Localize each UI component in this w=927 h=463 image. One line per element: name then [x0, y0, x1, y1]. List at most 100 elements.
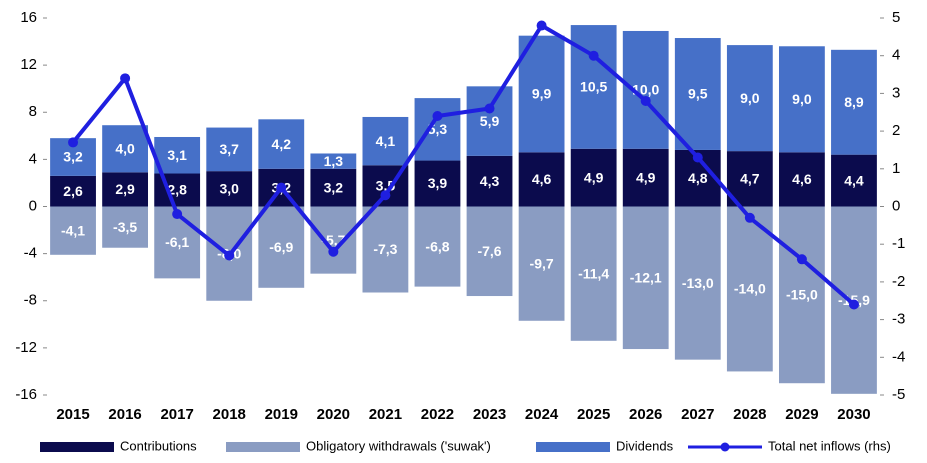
line — [71, 23, 856, 307]
bar — [831, 154, 877, 207]
bar — [778, 152, 825, 207]
y-tick-label: -16 — [15, 386, 37, 403]
x-tick-label: 2018 — [213, 406, 246, 423]
y2-tick-label: -1 — [892, 235, 905, 252]
x-tick-label: 2017 — [160, 406, 193, 423]
bar — [622, 206, 669, 350]
y2-tick-label: -4 — [892, 348, 905, 365]
legend-swatch — [226, 442, 300, 452]
data-label: 4,4 — [844, 172, 864, 188]
legend-label: Total net inflows (rhs) — [768, 438, 891, 453]
data-label: 4,9 — [584, 169, 604, 185]
data-label: 3,2 — [324, 179, 344, 195]
data-label: 3,1 — [167, 147, 187, 163]
legend-label: Obligatory withdrawals ('suwak') — [306, 438, 491, 453]
bar — [206, 171, 253, 207]
line-marker — [848, 299, 859, 310]
data-label: 3,0 — [219, 181, 239, 197]
y2-tick-label: -2 — [892, 273, 905, 290]
data-label: 10,5 — [580, 79, 607, 95]
data-label: 9,5 — [688, 86, 708, 102]
data-label: -7,6 — [477, 243, 501, 259]
x-tick-label: 2024 — [525, 406, 559, 423]
line-marker — [692, 152, 703, 163]
bar — [258, 206, 305, 288]
bar — [50, 175, 96, 207]
data-label: 2,8 — [167, 182, 187, 198]
data-label: 3,2 — [63, 149, 83, 165]
data-label: 4,9 — [636, 169, 656, 185]
bar — [102, 125, 149, 173]
y-tick-label: 0 — [29, 197, 37, 214]
data-label: -13,0 — [682, 275, 714, 291]
bar — [102, 172, 149, 207]
x-tick-label: 2027 — [681, 406, 714, 423]
legend-label: Contributions — [120, 438, 197, 453]
bar — [831, 49, 877, 155]
data-label: 4,2 — [272, 136, 292, 152]
y2-tick-label: 1 — [892, 160, 900, 177]
line-marker — [172, 209, 183, 220]
data-label: 4,3 — [480, 173, 500, 189]
data-label: 9,0 — [792, 91, 812, 107]
x-tick-label: 2015 — [56, 406, 89, 423]
line-marker — [328, 246, 339, 257]
line-marker — [640, 95, 651, 106]
data-label: 4,6 — [792, 171, 812, 187]
data-label: 5,9 — [480, 113, 500, 129]
y2-tick-label: 5 — [892, 9, 900, 26]
data-label: -11,4 — [578, 265, 609, 281]
y2-tick-label: -5 — [892, 386, 905, 403]
x-tick-label: 2023 — [473, 406, 506, 423]
y-tick-label: -4 — [24, 245, 37, 262]
bar — [778, 206, 825, 384]
line-marker — [796, 254, 807, 265]
data-label: 4,6 — [532, 171, 552, 187]
x-tick-label: 2029 — [785, 406, 818, 423]
bar — [674, 206, 721, 360]
data-label: -4,1 — [61, 222, 85, 238]
y-tick-label: 8 — [29, 103, 37, 120]
data-label: -7,3 — [373, 241, 397, 257]
data-label: 2,9 — [115, 181, 135, 197]
line-marker — [744, 212, 755, 223]
data-label: -3,5 — [113, 219, 137, 235]
bar — [518, 35, 565, 153]
data-label: -6,8 — [425, 238, 449, 254]
x-tick-label: 2019 — [265, 406, 298, 423]
x-tick-label: 2021 — [369, 406, 402, 423]
bar — [674, 38, 721, 150]
bar — [570, 148, 617, 207]
y-tick-label: -12 — [15, 339, 37, 356]
line-marker — [432, 111, 443, 122]
line-marker — [276, 182, 287, 193]
bar — [310, 206, 357, 274]
data-label: 4,1 — [376, 133, 396, 149]
data-label: -6,1 — [165, 234, 189, 250]
bar — [518, 152, 565, 207]
bar — [622, 148, 669, 207]
x-tick-label: 2025 — [577, 406, 610, 423]
line-marker — [536, 20, 547, 31]
bar — [362, 116, 409, 166]
data-label: 3,7 — [219, 141, 239, 157]
y2-tick-label: 2 — [892, 122, 900, 139]
x-tick-label: 2028 — [733, 406, 766, 423]
bar — [466, 86, 513, 156]
line-marker — [484, 103, 495, 114]
y-tick-label: -8 — [24, 292, 37, 309]
bar — [310, 153, 357, 169]
legend-swatch — [40, 442, 114, 452]
x-tick-label: 2022 — [421, 406, 454, 423]
data-label: -6,9 — [269, 239, 293, 255]
y-tick-label: 16 — [20, 9, 37, 26]
bar — [778, 46, 825, 153]
x-tick-label: 2020 — [317, 406, 350, 423]
bar — [414, 98, 461, 161]
bar — [726, 206, 773, 372]
y2-tick-label: 4 — [892, 47, 900, 64]
data-label: -9,7 — [530, 255, 554, 271]
bar — [570, 206, 617, 341]
line-marker — [380, 190, 391, 201]
